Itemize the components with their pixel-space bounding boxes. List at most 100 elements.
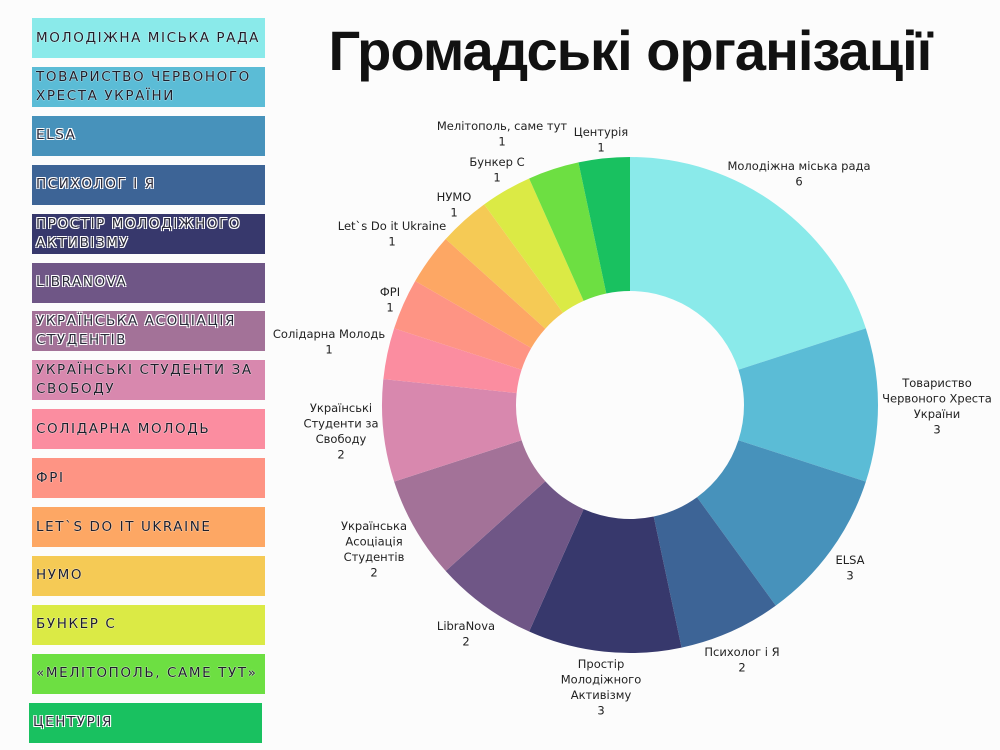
donut-slice [630, 157, 866, 370]
donut-slice [697, 440, 866, 606]
slice-label: Товариство Червоного Хреста України 3 [882, 376, 992, 437]
slice-label-value: 2 [738, 661, 745, 675]
slice-label-value: 2 [370, 566, 377, 580]
donut-slice [415, 239, 546, 348]
legend-label: МОЛОДІЖНА МІСЬКА РАДА [36, 29, 260, 46]
legend-label: LET`S DO IT UKRAINE [36, 518, 212, 535]
slice-label: Психолог і Я 2 [704, 645, 779, 675]
slice-label-name: Червоного Хреста [882, 392, 992, 406]
slice-label-name: LibraNova [437, 619, 495, 633]
slice-label-value: 3 [933, 423, 940, 437]
legend-label: ELSA [36, 127, 77, 144]
slice-label: LibraNova 2 [437, 619, 495, 649]
legend-item: УКРАЇНСЬКА АСОЦІАЦІЯ СТУДЕНТІВ [32, 311, 265, 352]
slice-label-value: 3 [597, 704, 604, 718]
donut-slice [394, 440, 546, 571]
legend-label: СОЛІДАРНА МОЛОДЬ [36, 420, 211, 437]
slice-label-name: Українська [341, 519, 407, 533]
slice-label-value: 2 [462, 635, 469, 649]
slice-label-name: Бункер С [469, 155, 524, 169]
legend-item: ЦЕНТУРІЯ [29, 702, 262, 743]
legend-label: «МЕЛІТОПОЛЬ, САМЕ ТУТ» [36, 665, 258, 682]
slice-label-name: Студентів [344, 550, 405, 564]
slice-label-value: 3 [846, 569, 853, 583]
donut-slice [653, 497, 776, 648]
slice-label-value: 6 [795, 175, 802, 189]
legend-label: LIBRANOVA [36, 274, 128, 290]
slice-label-value: 1 [597, 141, 604, 155]
donut-slice [578, 157, 630, 294]
donut-slice [394, 281, 532, 370]
legend-label: НУМО [36, 567, 84, 584]
slice-label-value: 1 [450, 206, 457, 220]
slice-label-name: Активізму [571, 688, 632, 702]
slice-label: ELSA 3 [835, 553, 864, 583]
legend-item: НУМО [32, 555, 265, 596]
slice-label-name: Центурія [574, 125, 628, 139]
legend-item: МОЛОДІЖНА МІСЬКА РАДА [32, 18, 265, 58]
slice-label-name: Молодіжного [561, 673, 641, 687]
legend-label: ТОВАРИСТВО ЧЕРВОНОГО ХРЕСТА УКРАЇНИ [36, 68, 251, 104]
slice-label-name: Українські [310, 401, 372, 415]
legend-label: БУНКЕР С [36, 616, 117, 633]
legend-item: ПСИХОЛОГ І Я [32, 164, 265, 205]
donut-slice [529, 509, 682, 653]
slice-label-name: Let`s Do it Ukraine [338, 219, 447, 233]
legend-item: УКРАЇНСЬКІ СТУДЕНТИ ЗА СВОБОДУ [32, 360, 265, 401]
slice-label: НУМО 1 [437, 190, 472, 220]
slice-label-name: Солідарна Молодь [273, 327, 385, 341]
slice-label: Бункер С 1 [469, 155, 524, 185]
slice-label-value: 1 [493, 171, 500, 185]
slice-label-name: ELSA [835, 553, 864, 567]
legend-label: ФРІ [36, 469, 65, 486]
donut-slice [445, 481, 584, 632]
slice-label: ФРІ 1 [380, 285, 400, 315]
donut-slice [382, 379, 522, 482]
slice-label-value: 1 [498, 135, 505, 149]
slice-label-value: 1 [386, 301, 393, 315]
slice-label-name: Свободу [316, 432, 367, 446]
donut-slice [484, 178, 584, 313]
slice-label-name: НУМО [437, 190, 472, 204]
slice-label-name: Товариство [901, 376, 972, 390]
donut-slice [738, 328, 878, 482]
slice-label-value: 2 [337, 448, 344, 462]
legend-item: LET`S DO IT UKRAINE [32, 507, 265, 547]
legend-label: УКРАЇНСЬКА АСОЦІАЦІЯ СТУДЕНТІВ [36, 313, 236, 349]
slice-label: Мелітополь, саме тут 1 [437, 119, 568, 149]
slice-label: Центурія 1 [574, 125, 628, 155]
slice-label: Простір Молодіжного Активізму 3 [561, 657, 641, 718]
chart-title: Громадські організації [328, 19, 933, 82]
slice-label-name: Студенти за [303, 417, 378, 431]
slice-label: Солідарна Молодь 1 [273, 327, 385, 357]
donut-slice [529, 162, 607, 301]
slice-label: Українська Асоціація Студентів 2 [341, 519, 407, 580]
legend-item: ПРОСТІР МОЛОДІЖНОГО АКТИВІЗМУ [32, 213, 265, 254]
legend-item: ELSA [32, 115, 265, 156]
slice-label-name: ФРІ [380, 285, 400, 299]
donut-slice [445, 204, 563, 329]
legend-item: СОЛІДАРНА МОЛОДЬ [32, 409, 265, 450]
slice-label-value: 1 [325, 343, 332, 357]
legend-item: ФРІ [32, 458, 265, 499]
slice-label-name: України [914, 407, 961, 421]
slice-label-value: 1 [388, 235, 395, 249]
slice-label-name: Асоціація [345, 535, 402, 549]
slice-label-name: Простір [578, 657, 625, 671]
slice-label: Українські Студенти за Свободу 2 [303, 401, 378, 462]
legend-label: УКРАЇНСЬКІ СТУДЕНТИ ЗА СВОБОДУ [36, 362, 253, 398]
legend-item: «МЕЛІТОПОЛЬ, САМЕ ТУТ» [32, 653, 265, 694]
slice-label-name: Мелітополь, саме тут [437, 119, 568, 133]
legend-label: ПСИХОЛОГ І Я [36, 176, 156, 193]
slice-label: Молодіжна міська рада 6 [727, 159, 870, 189]
donut-slice [383, 328, 522, 394]
legend-item: ТОВАРИСТВО ЧЕРВОНОГО ХРЕСТА УКРАЇНИ [32, 66, 265, 107]
legend-label: ЦЕНТУРІЯ [33, 714, 113, 731]
slice-label-name: Психолог і Я [704, 645, 779, 659]
legend-item: БУНКЕР С [32, 604, 265, 645]
slice-label: Let`s Do it Ukraine 1 [338, 219, 447, 249]
legend-item: LIBRANOVA [32, 262, 265, 303]
legend-label: ПРОСТІР МОЛОДІЖНОГО АКТИВІЗМУ [36, 215, 242, 251]
slice-label-name: Молодіжна міська рада [727, 159, 870, 173]
